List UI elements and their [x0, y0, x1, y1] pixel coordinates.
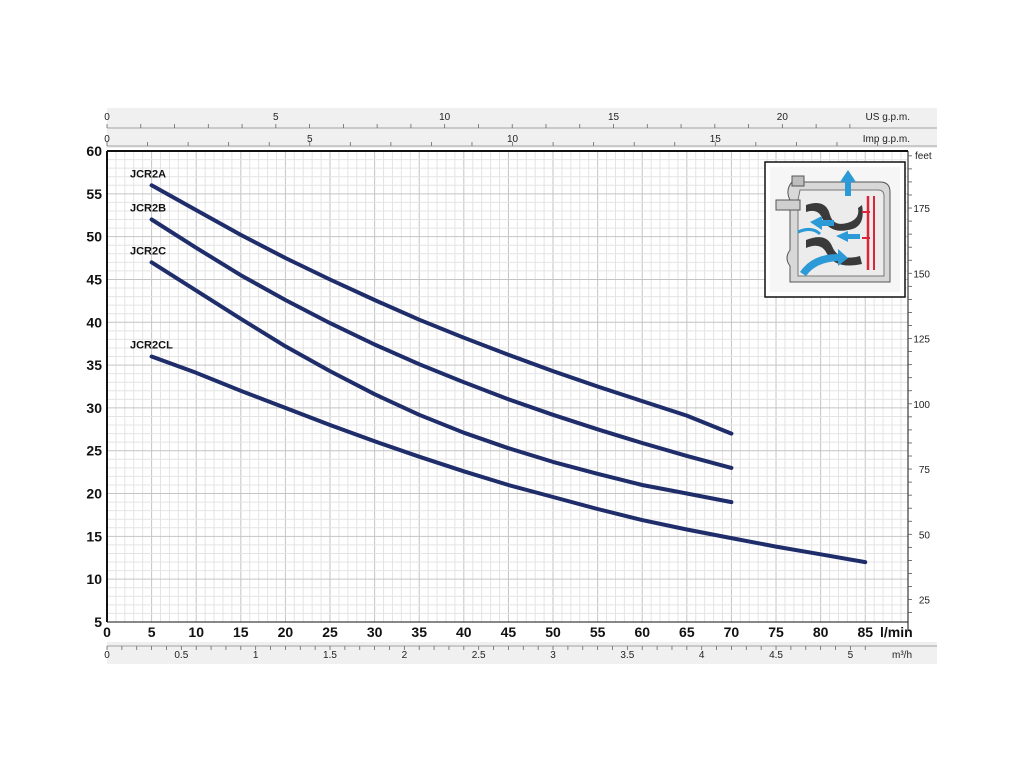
top-axis-tick-label: 5	[273, 112, 279, 123]
feet-tick-label: 25	[919, 596, 931, 607]
top-axis-tick-label: 20	[777, 112, 789, 123]
m3h-tick-label: 2.5	[472, 650, 486, 661]
right-feet-axis: 25 50 75 100 125 150 175 feet	[908, 151, 932, 614]
x-tick-label: 35	[411, 624, 427, 640]
y-tick-label: 40	[86, 314, 102, 330]
x-tick-label: 65	[679, 624, 695, 640]
y-tick-label: 35	[86, 357, 102, 373]
y-tick-label: 60	[86, 143, 102, 159]
m3h-tick-label: 2	[402, 650, 408, 661]
m3h-tick-label: 4	[699, 650, 705, 661]
x-tick-label: 60	[634, 624, 650, 640]
y-tick-label: 45	[86, 271, 102, 287]
bottom-axis-band	[107, 642, 937, 664]
series-line-jcr2b	[149, 217, 734, 470]
x-tick-label: 50	[545, 624, 561, 640]
x-tick-label: 0	[103, 624, 111, 640]
y-tick-label: 30	[86, 400, 102, 416]
x-tick-label: 40	[456, 624, 472, 640]
feet-tick-label: 75	[919, 465, 931, 476]
series-label-jcr2c: JCR2C	[130, 245, 166, 257]
top-axis-tick-label: 5	[307, 134, 313, 145]
pump-cross-section-icon	[764, 161, 906, 298]
top-axis-unit: Imp g.p.m.	[863, 134, 910, 145]
m3h-tick-label: 0	[104, 650, 110, 661]
y-tick-label: 10	[86, 571, 102, 587]
y-tick-label: 5	[94, 614, 102, 630]
x-tick-label: 75	[768, 624, 784, 640]
series-label-jcr2cl: JCR2CL	[130, 340, 173, 352]
m3h-tick-label: 3.5	[620, 650, 634, 661]
y-tick-label: 50	[86, 229, 102, 245]
x-tick-label: 70	[724, 624, 740, 640]
y-tick-label: 55	[86, 186, 102, 202]
m3h-tick-label: 4.5	[769, 650, 783, 661]
feet-unit: feet	[915, 151, 932, 162]
y-tick-label: 25	[86, 443, 102, 459]
series-label-jcr2a: JCR2A	[130, 168, 166, 180]
x-axis-unit: l/min	[880, 624, 913, 640]
x-tick-label: 10	[188, 624, 204, 640]
series-labels: JCR2A JCR2B JCR2C JCR2CL	[130, 168, 173, 351]
plot-frame	[106, 150, 909, 630]
m3h-tick-label: 1	[253, 650, 259, 661]
series-line-jcr2a	[149, 183, 734, 436]
series-line-jcr2c	[149, 260, 734, 505]
x-tick-label: 5	[148, 624, 156, 640]
x-tick-label: 85	[857, 624, 873, 640]
x-tick-label: 25	[322, 624, 338, 640]
y-tick-label: 15	[86, 528, 102, 544]
x-axis-ticks: 0 5 10 15 20 25 30 35 40 45 50 55 60 65 70 75 80 85 l/min	[103, 624, 913, 640]
x-tick-label: 45	[501, 624, 517, 640]
m3h-unit: m³/h	[892, 650, 912, 661]
top-axis-tick-label: 0	[104, 134, 110, 145]
x-tick-label: 80	[813, 624, 829, 640]
y-axis-ticks: 5 10 15 20 25 30 35 40 45 50 55 60	[86, 143, 102, 630]
top-axis-tick-label: 10	[507, 134, 519, 145]
y-tick-label: 20	[86, 486, 102, 502]
series-curves	[149, 183, 868, 565]
x-tick-label: 20	[278, 624, 294, 640]
x-tick-label: 55	[590, 624, 606, 640]
x-tick-label: 15	[233, 624, 249, 640]
top-axis-tick-label: 15	[608, 112, 620, 123]
feet-tick-label: 100	[913, 400, 930, 411]
top-axis-unit: US g.p.m.	[866, 112, 910, 123]
feet-tick-label: 50	[919, 530, 931, 541]
x-tick-label: 30	[367, 624, 383, 640]
feet-tick-label: 175	[913, 204, 930, 215]
m3h-tick-label: 1.5	[323, 650, 337, 661]
m3h-tick-label: 5	[848, 650, 854, 661]
top-axis-tick-label: 0	[104, 112, 110, 123]
m3h-tick-label: 3	[550, 650, 556, 661]
m3h-tick-label: 0.5	[174, 650, 188, 661]
series-label-jcr2b: JCR2B	[130, 203, 166, 215]
series-line-jcr2cl	[149, 354, 868, 565]
top-axis-tick-label: 15	[710, 134, 722, 145]
feet-tick-label: 150	[913, 269, 930, 280]
feet-tick-label: 125	[913, 335, 930, 346]
bottom-m3h-axis: 0 0.5 1 1.5 2 2.5 3 3.5 4 4.5 5 m³/h	[104, 645, 937, 661]
top-flow-axes: 0 5 10 15 20 US g.p.m. 0 5 10 15 Imp g.p.m.	[104, 112, 937, 147]
top-axis-tick-label: 10	[439, 112, 451, 123]
